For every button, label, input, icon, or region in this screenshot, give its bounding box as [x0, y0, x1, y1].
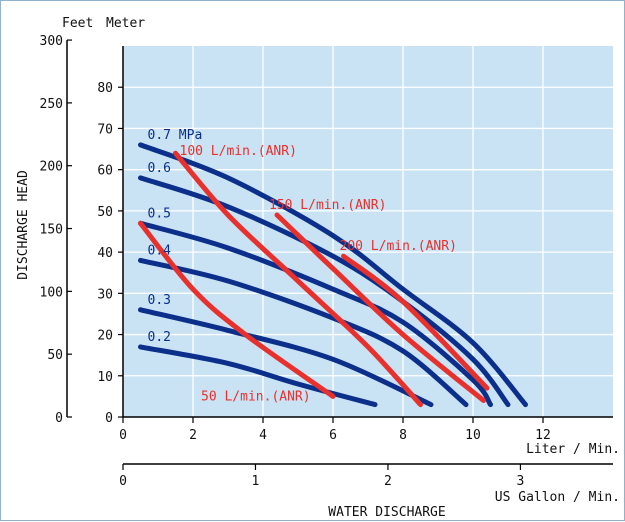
gallon-tick-label: 2	[384, 474, 392, 489]
air-curve-label: 50 L/min.(ANR)	[201, 390, 311, 405]
pressure-curve	[138, 307, 434, 408]
pressure-curve-label: 0.7 MPa	[148, 128, 203, 143]
x-axis-title: WATER DISCHARGE	[328, 505, 445, 520]
air-curve-label: 100 L/min.(ANR)	[180, 144, 297, 159]
pressure-curve-label: 0.2	[148, 330, 171, 345]
liter-tick-label: 0	[119, 428, 127, 443]
liter-tick-label: 2	[189, 428, 197, 443]
plot-area	[123, 46, 613, 417]
feet-tick-label: 100	[40, 285, 63, 300]
gallon-tick-label: 3	[517, 474, 525, 489]
meter-tick-label: 30	[97, 287, 113, 302]
gallon-tick-label: 0	[119, 474, 127, 489]
air-curve	[274, 212, 486, 403]
pressure-curve	[138, 257, 469, 408]
pressure-curve	[138, 142, 528, 408]
feet-tick-label: 250	[40, 97, 63, 112]
meter-tick-label: 50	[97, 205, 113, 220]
liter-tick-label: 12	[535, 428, 551, 443]
liter-tick-label: 4	[259, 428, 267, 443]
labels: Feet Meter WATER DISCHARGE DISCHARGE HEAD 0.…	[16, 16, 457, 520]
air-curve-label: 150 L/min.(ANR)	[269, 198, 386, 213]
pressure-curve	[138, 344, 378, 408]
meter-axis-unit: Meter	[106, 16, 145, 31]
meter-tick-label: 80	[97, 81, 113, 96]
air-curve	[138, 220, 336, 399]
liter-axis-unit: Liter / Min.	[526, 442, 620, 457]
pressure-curve	[138, 220, 493, 408]
liter-tick-label: 10	[465, 428, 481, 443]
meter-tick-label: 10	[97, 370, 113, 385]
feet-tick-label: 0	[55, 411, 63, 426]
meter-tick-label: 40	[97, 246, 113, 261]
pressure-curve-label: 0.5	[148, 206, 171, 221]
feet-tick-label: 200	[40, 160, 63, 175]
liter-tick-label: 6	[329, 428, 337, 443]
air-curve	[173, 150, 423, 408]
feet-axis-unit: Feet	[62, 16, 93, 31]
feet-tick-label: 50	[47, 348, 63, 363]
meter-tick-label: 0	[105, 411, 113, 426]
liter-tick-label: 8	[399, 428, 407, 443]
air-curve-label: 200 L/min.(ANR)	[340, 239, 457, 254]
gallon-tick-label: 1	[252, 474, 260, 489]
y-axis-title: DISCHARGE HEAD	[16, 170, 31, 280]
meter-tick-label: 20	[97, 329, 113, 344]
pressure-curve-label: 0.4	[148, 243, 172, 258]
meter-tick-label: 60	[97, 164, 113, 179]
feet-tick-label: 150	[40, 223, 63, 238]
air-curve	[341, 253, 490, 391]
gallon-axis-unit: US Gallon / Min.	[495, 490, 620, 505]
curves	[138, 142, 528, 408]
feet-tick-label: 300	[40, 34, 63, 49]
meter-tick-label: 70	[97, 122, 113, 137]
pressure-curve-label: 0.6	[148, 161, 171, 176]
pressure-curve-label: 0.3	[148, 293, 171, 308]
